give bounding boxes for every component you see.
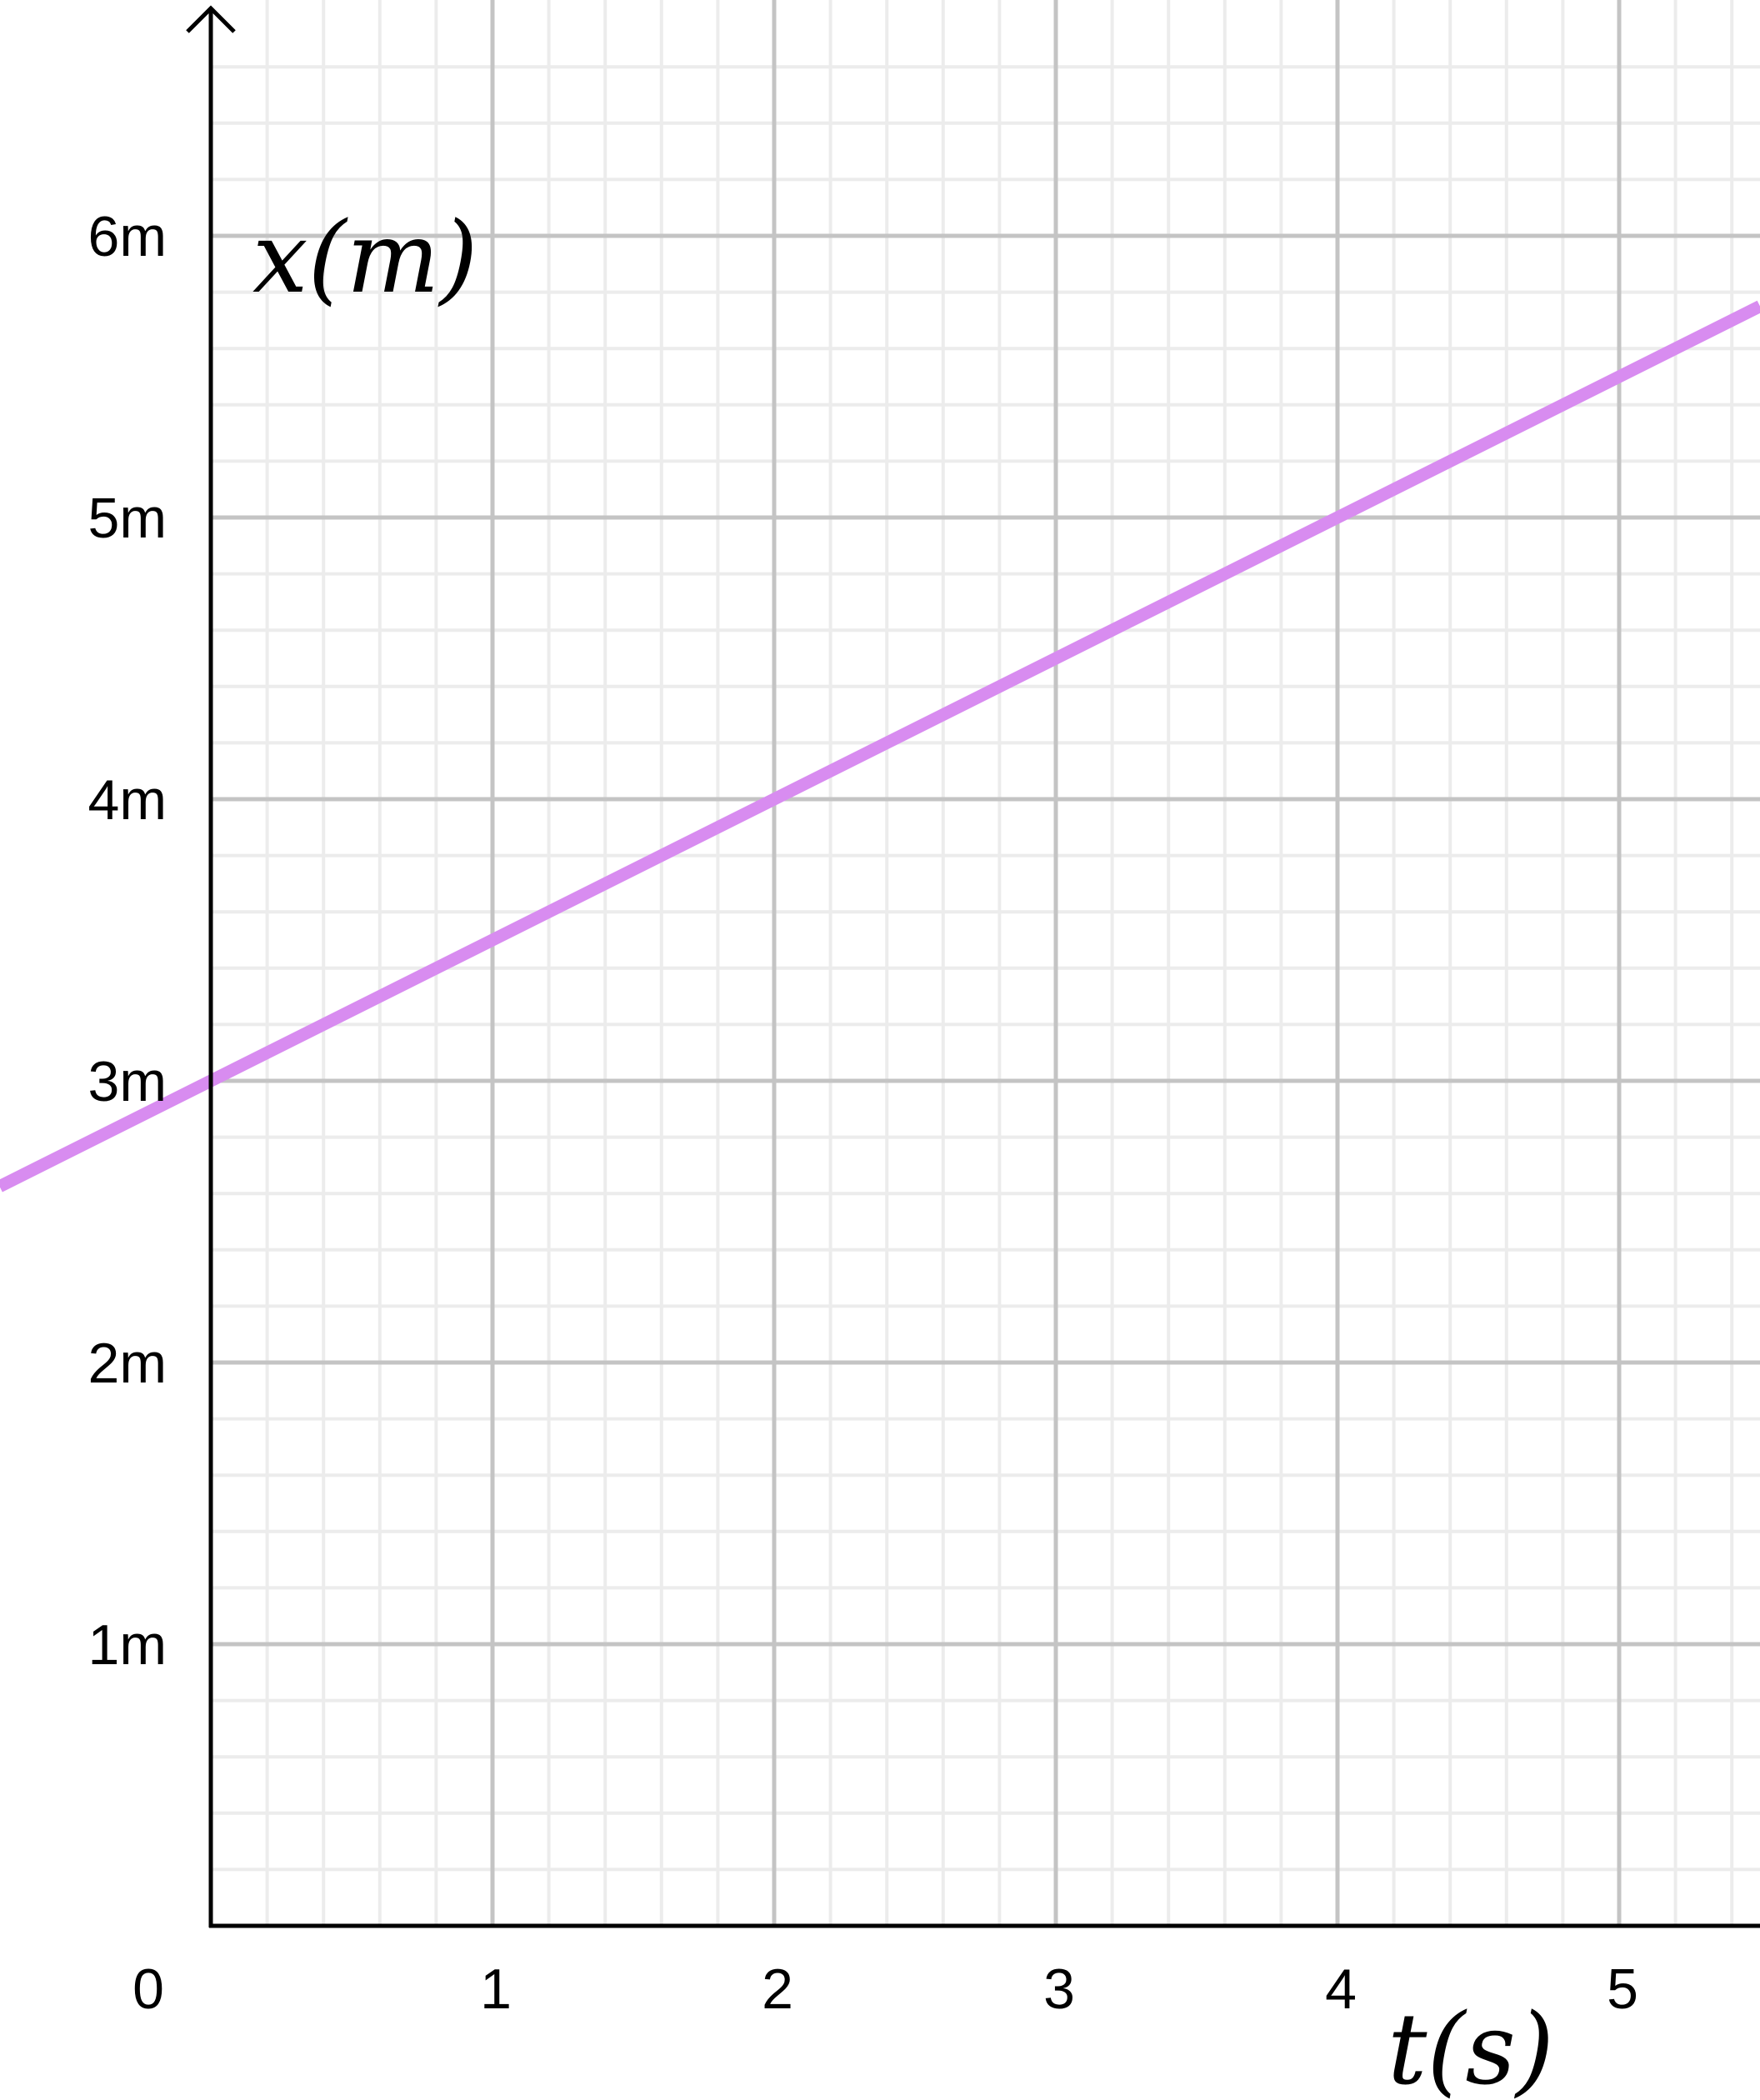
axes <box>186 5 1760 1928</box>
x-tick-label: 3 <box>1043 1958 1075 2021</box>
x-axis-title: t(s) <box>1388 1992 1554 2100</box>
y-tick-label: 3m <box>88 1050 167 1113</box>
x-tick-label: 5 <box>1607 1958 1638 2021</box>
x-tick-label: 1 <box>480 1958 512 2021</box>
y-tick-label: 1m <box>88 1613 167 1677</box>
origin-label: 0 <box>132 1958 164 2021</box>
x-tick-label: 2 <box>762 1958 793 2021</box>
x-tick-label: 4 <box>1325 1958 1357 2021</box>
y-tick-label: 5m <box>88 487 167 550</box>
y-tick-label: 2m <box>88 1332 167 1395</box>
series-line-1 <box>0 300 1760 1192</box>
major-grid <box>211 0 1760 1926</box>
y-tick-label: 6m <box>88 205 167 268</box>
y-axis-title: x(m) <box>252 200 478 315</box>
y-axis-arrow <box>186 5 236 33</box>
tick-labels: 0 1 2 3 4 5 1m 2m 3m 4m 5m 6m <box>88 205 1638 2021</box>
series-layer <box>0 300 1760 1192</box>
minor-grid <box>211 0 1760 1926</box>
y-tick-label: 4m <box>88 768 167 832</box>
